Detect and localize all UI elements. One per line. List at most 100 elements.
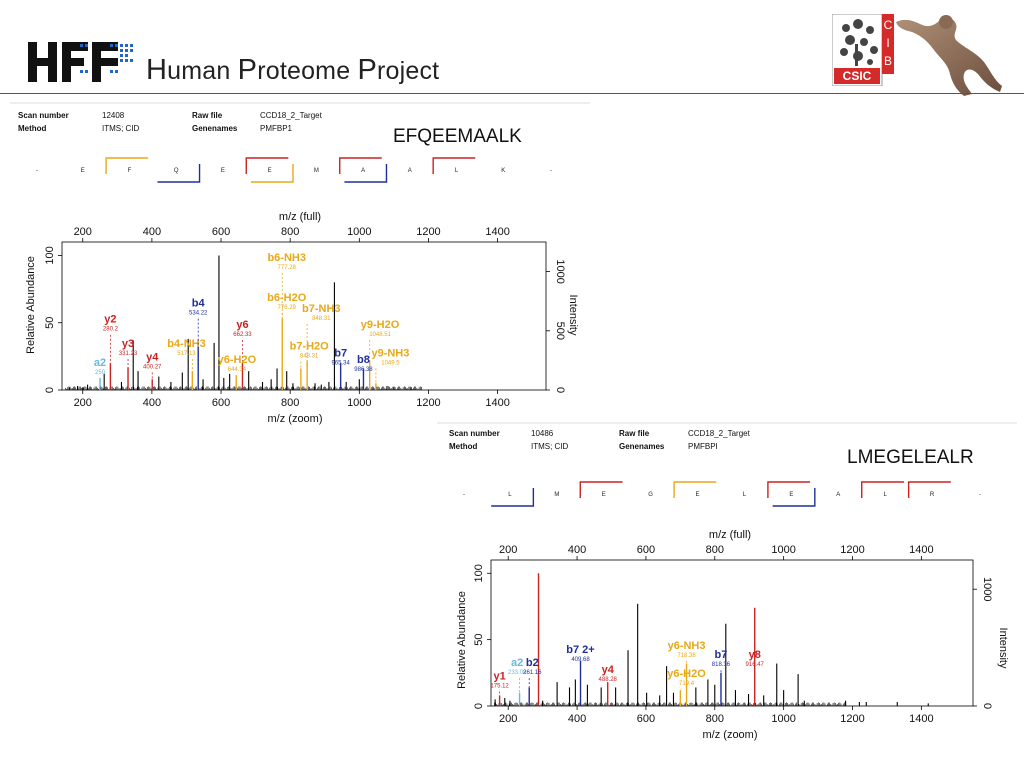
x2-tick-label: 1400	[485, 226, 509, 238]
x2-tick-label: 1200	[416, 226, 440, 238]
x-tick-label: 200	[499, 713, 517, 725]
x-tick-label: 600	[637, 713, 655, 725]
ion-mz-value: 233.08	[508, 670, 527, 676]
raw-file-label: Raw file	[619, 429, 650, 438]
sequence-residue: A	[361, 168, 365, 174]
sequence-residue: E	[602, 492, 606, 498]
ion-mz-value: 776.29	[278, 305, 297, 311]
peptide-sequence-title: EFQEEMAALK	[393, 126, 522, 147]
fragment-bracket	[339, 157, 382, 174]
cib-letter-c: C	[884, 18, 893, 32]
spectrum-panel-1: Scan number 12408 Method ITMS; CID Raw f…	[10, 100, 590, 430]
ion-label: y6-H2O	[218, 354, 257, 366]
ion-mz-value: 331.23	[119, 351, 138, 357]
y2-tick-label: 0	[554, 387, 566, 393]
fragment-bracket	[767, 481, 811, 498]
method-value: ITMS; CID	[531, 442, 569, 451]
right-axis-title: Intensity	[997, 628, 1009, 669]
method-value: ITMS; CID	[102, 124, 140, 133]
csic-logo: CSIC C I B	[832, 14, 894, 86]
x-tick-label: 1000	[347, 397, 371, 409]
fragment-bracket	[579, 481, 623, 498]
sequence-residue: L	[455, 168, 459, 174]
ion-label: y2	[104, 314, 116, 326]
sequence-residue: M	[314, 168, 319, 174]
x-tick-label: 400	[568, 713, 586, 725]
y2-tick-label: 1000	[554, 259, 566, 283]
sequence-residue: Q	[174, 168, 179, 174]
y-tick-label: 50	[44, 317, 56, 329]
spectrum-panel-2: Scan number 10486 Method ITMS; CID Raw f…	[437, 420, 1017, 750]
fragment-ladder-1: - -E F Q E E M A A L K	[36, 157, 552, 183]
x-tick-label: 600	[212, 397, 230, 409]
scan-number-value: 12408	[102, 111, 125, 120]
peptide-sequence-title: LMEGELEALR	[847, 447, 974, 468]
genenames-value: PMFBPI	[688, 442, 718, 451]
sequence-residue: K	[501, 168, 505, 174]
ion-mz-value: 848.31	[300, 354, 319, 360]
x2-tick-label: 1000	[771, 544, 795, 556]
ion-label: b6-H2O	[267, 292, 307, 304]
top-axis-title: m/z (full)	[709, 529, 751, 541]
x2-tick-label: 400	[568, 544, 586, 556]
x2-tick-label: 600	[212, 226, 230, 238]
x2-tick-label: 1000	[347, 226, 371, 238]
sequence-residue: A	[836, 492, 840, 498]
ion-label: y3	[122, 338, 134, 350]
fragment-bracket	[772, 488, 816, 507]
bottom-axis-title: m/z (zoom)	[703, 729, 758, 741]
genenames-label: Genenames	[192, 124, 238, 133]
ion-mz-value: 777.28	[278, 265, 297, 271]
sequence-end-dash: -	[979, 492, 981, 498]
y-tick-label: 0	[44, 387, 56, 393]
ion-label: y9-NH3	[371, 347, 409, 359]
ion-label: y1	[493, 670, 505, 682]
ion-mz-value: 662.33	[233, 332, 252, 338]
ion-mz-value: 488.28	[599, 677, 618, 683]
ion-mz-value: 719.4	[679, 681, 695, 687]
fragment-bracket	[344, 164, 388, 183]
ion-mz-value: 818.36	[712, 662, 731, 668]
ion-mz-value: 916.47	[746, 662, 765, 668]
top-axis-title: m/z (full)	[279, 211, 321, 223]
plot-area-2: 2002004004006006008008001000100012001200…	[473, 544, 993, 725]
x-tick-label: 1000	[771, 713, 795, 725]
sequence-start-dash: -	[36, 168, 38, 174]
x-tick-label: 1400	[909, 713, 933, 725]
fragment-bracket	[250, 164, 294, 183]
fragment-ladder-2: - -L M E G E L E A L R	[463, 481, 981, 507]
method-label: Method	[449, 442, 478, 451]
ion-mz-value: 175.12	[490, 683, 509, 689]
y2-tick-label: 1000	[981, 577, 993, 601]
hpp-title: Human Proteome Project	[146, 54, 440, 86]
genenames-label: Genenames	[619, 442, 665, 451]
ion-mz-value: 986.38	[354, 367, 373, 373]
ion-label: b7-NH3	[302, 303, 341, 315]
left-axis-title: Relative Abundance	[456, 591, 468, 689]
fragment-bracket	[673, 481, 717, 498]
y-tick-label: 50	[473, 634, 485, 646]
ion-mz-value: 280.2	[103, 327, 119, 333]
y-tick-label: 100	[473, 564, 485, 582]
plot-frame	[61, 241, 547, 391]
y-tick-label: 100	[44, 246, 56, 264]
cib-letter-i: I	[886, 36, 889, 50]
x-tick-label: 1400	[485, 397, 509, 409]
cib-letter-b: B	[884, 54, 892, 68]
x-tick-label: 200	[74, 397, 92, 409]
x-tick-label: 800	[706, 713, 724, 725]
ion-label: b4	[192, 298, 206, 310]
x2-tick-label: 600	[637, 544, 655, 556]
genenames-value: PMFBP1	[260, 124, 293, 133]
x2-tick-label: 200	[499, 544, 517, 556]
raw-file-value: CCD18_2_Target	[260, 111, 323, 120]
slide-header: Human Proteome Project CSIC C I B	[0, 0, 1024, 97]
csic-text: CSIC	[843, 69, 872, 83]
ion-label: y6-NH3	[668, 640, 706, 652]
sequence-residue: L	[884, 492, 888, 498]
ion-label: y6-H2O	[667, 668, 706, 680]
human-figure-illustration	[896, 15, 1002, 97]
fragment-bracket	[157, 164, 201, 183]
sequence-residue: L	[508, 492, 512, 498]
ion-label: y4	[602, 664, 615, 676]
